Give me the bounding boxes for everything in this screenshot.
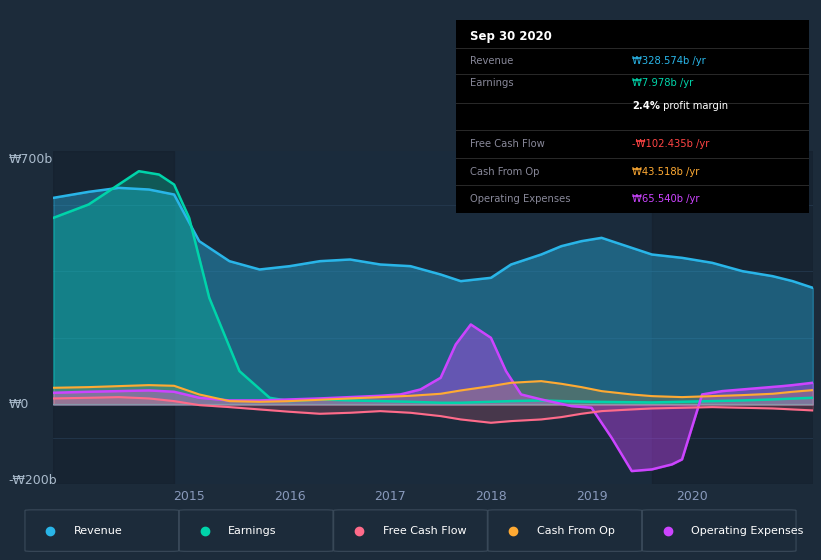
Text: ₩65.540b /yr: ₩65.540b /yr bbox=[632, 194, 699, 204]
Text: Revenue: Revenue bbox=[74, 526, 122, 535]
Text: Cash From Op: Cash From Op bbox=[470, 167, 539, 176]
FancyBboxPatch shape bbox=[333, 510, 488, 552]
Text: 2.4%: 2.4% bbox=[632, 101, 660, 110]
Text: Sep 30 2020: Sep 30 2020 bbox=[470, 30, 552, 43]
FancyBboxPatch shape bbox=[179, 510, 333, 552]
Text: ₩700b: ₩700b bbox=[8, 152, 53, 166]
Text: -₩102.435b /yr: -₩102.435b /yr bbox=[632, 139, 709, 148]
Text: Revenue: Revenue bbox=[470, 55, 513, 66]
Bar bbox=[53, 151, 174, 484]
Text: Earnings: Earnings bbox=[470, 78, 513, 88]
Text: Operating Expenses: Operating Expenses bbox=[691, 526, 804, 535]
Text: Operating Expenses: Operating Expenses bbox=[470, 194, 571, 204]
FancyBboxPatch shape bbox=[488, 510, 642, 552]
Text: Earnings: Earnings bbox=[228, 526, 277, 535]
Text: profit margin: profit margin bbox=[660, 101, 728, 110]
Text: ₩0: ₩0 bbox=[8, 398, 29, 411]
Text: Free Cash Flow: Free Cash Flow bbox=[383, 526, 466, 535]
Text: -₩200b: -₩200b bbox=[8, 474, 57, 487]
Text: Free Cash Flow: Free Cash Flow bbox=[470, 139, 544, 148]
FancyBboxPatch shape bbox=[642, 510, 796, 552]
Bar bbox=[652, 151, 813, 484]
FancyBboxPatch shape bbox=[25, 510, 179, 552]
Text: ₩43.518b /yr: ₩43.518b /yr bbox=[632, 167, 699, 176]
Text: ₩7.978b /yr: ₩7.978b /yr bbox=[632, 78, 694, 88]
Text: Cash From Op: Cash From Op bbox=[537, 526, 615, 535]
Text: ₩328.574b /yr: ₩328.574b /yr bbox=[632, 55, 706, 66]
